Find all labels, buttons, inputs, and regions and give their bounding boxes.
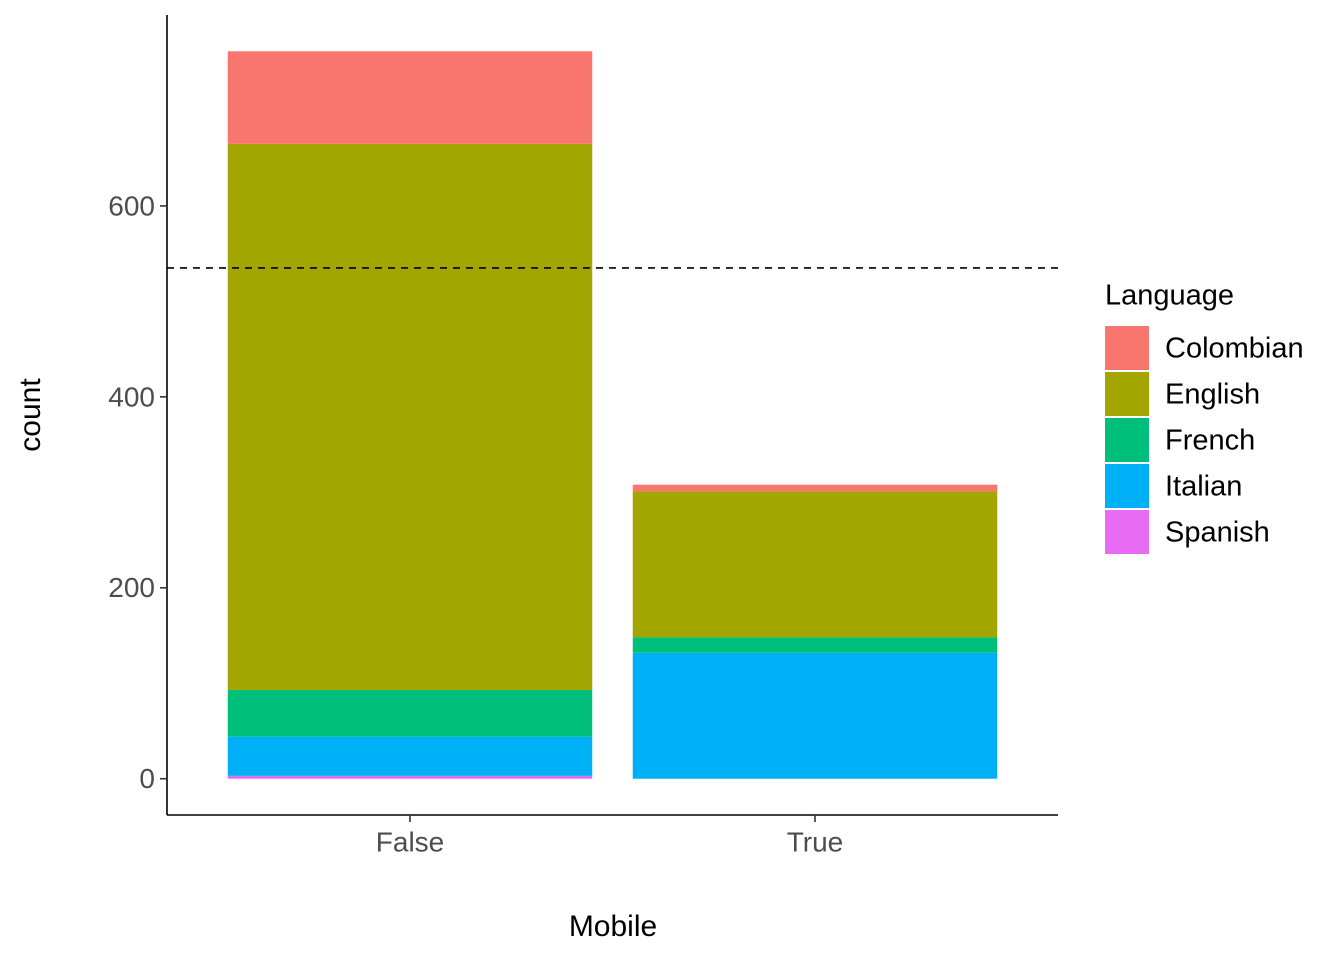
y-tick-label: 400: [108, 381, 155, 412]
x-axis-title: Mobile: [569, 910, 657, 943]
legend-swatch: [1105, 464, 1149, 508]
bar-segment: [632, 637, 998, 653]
bar-segment: [632, 484, 998, 492]
legend-title: Language: [1105, 280, 1234, 312]
legend-label: English: [1165, 379, 1260, 411]
bar-segment: [227, 689, 593, 737]
legend-swatch: [1105, 418, 1149, 462]
bar-segment: [227, 143, 593, 690]
bar-segment: [227, 736, 593, 776]
legend-swatch: [1105, 372, 1149, 416]
bar-segment: [227, 775, 593, 779]
legend-swatch: [1105, 326, 1149, 370]
legend-swatch: [1105, 510, 1149, 554]
bar-segment: [632, 491, 998, 638]
y-axis-title: count: [14, 378, 47, 452]
legend-label: Spanish: [1165, 517, 1270, 549]
y-tick-label: 600: [108, 190, 155, 221]
x-tick-label: True: [787, 826, 844, 857]
legend-label: Colombian: [1165, 333, 1304, 365]
y-tick-label: 200: [108, 572, 155, 603]
legend-label: French: [1165, 425, 1255, 457]
bar-segment: [632, 652, 998, 779]
x-tick-label: False: [376, 826, 444, 857]
legend-label: Italian: [1165, 471, 1242, 503]
bar-segment: [227, 51, 593, 144]
y-tick-label: 0: [139, 763, 155, 794]
